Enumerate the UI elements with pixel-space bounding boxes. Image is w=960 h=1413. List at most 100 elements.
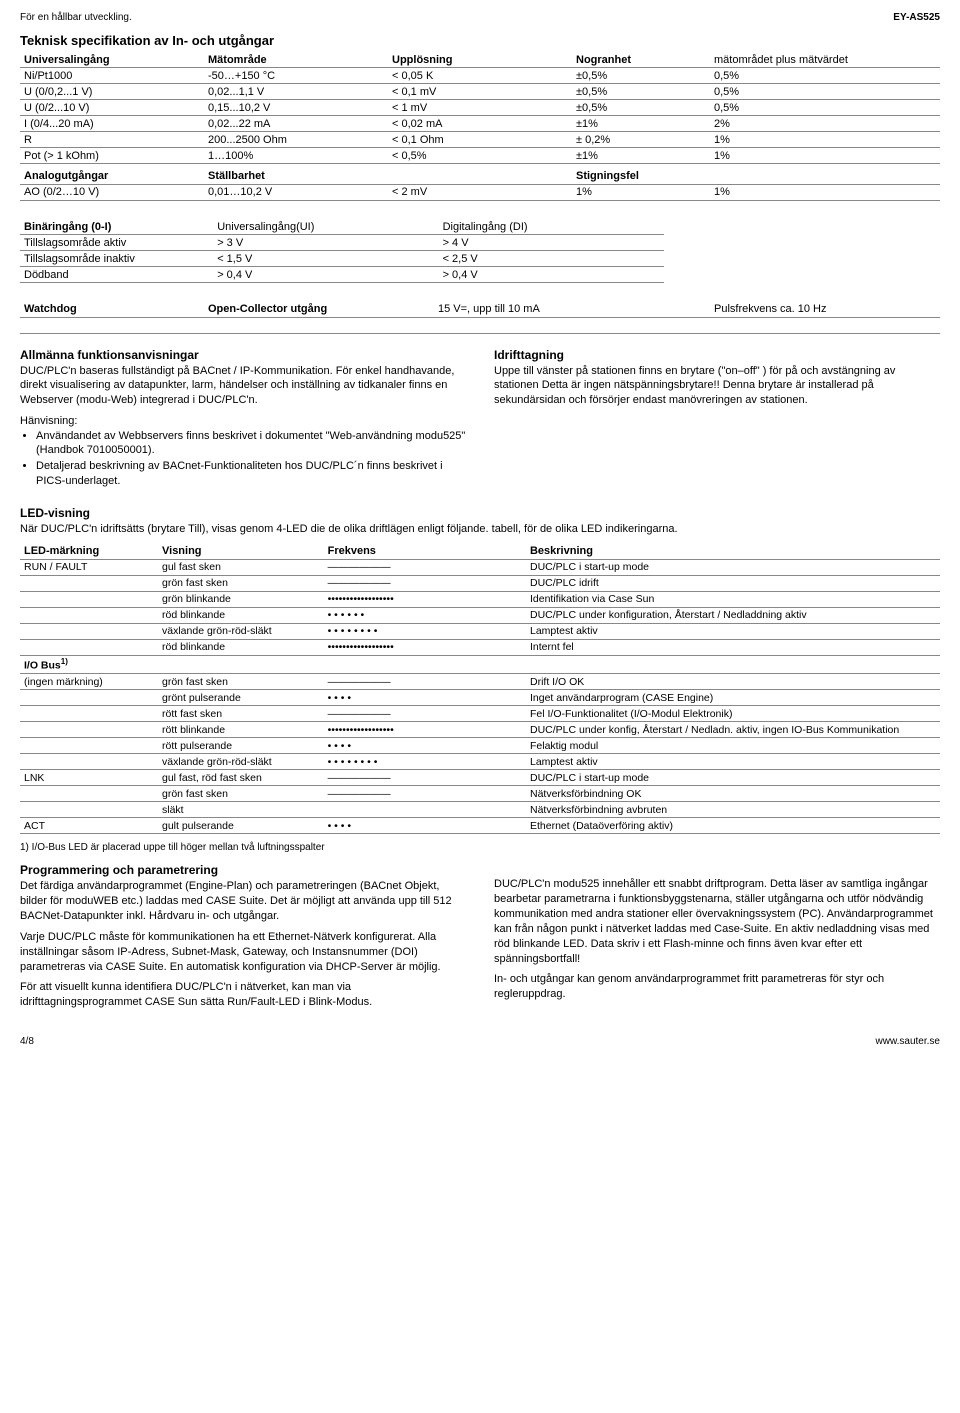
cell: grön fast sken xyxy=(158,786,324,802)
cell: grön blinkande xyxy=(158,591,324,607)
cell: • • • • • • • • xyxy=(324,754,526,770)
cell: DUC/PLC i start-up mode xyxy=(526,559,940,575)
cell: Tillslagsområde aktiv xyxy=(20,235,213,251)
cell: Felaktig modul xyxy=(526,738,940,754)
cell: 0,02...1,1 V xyxy=(204,84,388,100)
cell: • • • • xyxy=(324,818,526,834)
cell: Identifikation via Case Sun xyxy=(526,591,940,607)
cell: gult pulserande xyxy=(158,818,324,834)
led-label xyxy=(20,690,158,706)
cell: Nätverksförbindning OK xyxy=(526,786,940,802)
hdr-nogranhet: Nogranhet xyxy=(572,52,710,68)
led-label xyxy=(20,575,158,591)
cell: grön fast sken xyxy=(158,674,324,690)
hdr-ui: Universalingång(UI) xyxy=(213,215,438,235)
hdr-di: Digitalingång (DI) xyxy=(439,215,664,235)
cell: U (0/0,2...1 V) xyxy=(20,84,204,100)
para-led-intro: När DUC/PLC'n idriftsätts (brytare Till)… xyxy=(20,522,940,537)
para: Varje DUC/PLC måste för kommunikationen … xyxy=(20,930,466,975)
page-header: För en hållbar utveckling. EY-AS525 xyxy=(20,12,940,23)
hdr-watchdog: Watchdog xyxy=(20,297,204,317)
cell: —————— xyxy=(324,706,526,722)
cell: 0,15...10,2 V xyxy=(204,100,388,116)
cell: 2% xyxy=(710,116,940,132)
cell: DUC/PLC under konfiguration, Återstart /… xyxy=(526,607,940,623)
cell: ±1% xyxy=(572,116,710,132)
cell xyxy=(324,802,526,818)
cell: ± 0,2% xyxy=(572,132,710,148)
cell: Internt fel xyxy=(526,639,940,655)
led-label xyxy=(20,639,158,655)
cell: U (0/2...10 V) xyxy=(20,100,204,116)
bullet: Detaljerad beskrivning av BACnet-Funktio… xyxy=(36,459,466,488)
cell: 0,02...22 mA xyxy=(204,116,388,132)
led-label: (ingen märkning) xyxy=(20,674,158,690)
hdr-frekvens: Frekvens xyxy=(324,543,526,560)
cell: > 4 V xyxy=(439,235,664,251)
cell: rött blinkande xyxy=(158,722,324,738)
cell: • • • • • • • • xyxy=(324,623,526,639)
cell: växlande grön-röd-släkt xyxy=(158,623,324,639)
cell: DUC/PLC i start-up mode xyxy=(526,770,940,786)
led-label xyxy=(20,722,158,738)
led-group-iobus: I/O Bus1) xyxy=(20,655,940,674)
cell: R xyxy=(20,132,204,148)
para: Uppe till vänster på stationen finns en … xyxy=(494,364,940,409)
cell: Lamptest aktiv xyxy=(526,754,940,770)
cell: •••••••••••••••••• xyxy=(324,591,526,607)
cell: 0,5% xyxy=(710,84,940,100)
para: In- och utgångar kan genom användarprogr… xyxy=(494,972,940,1002)
cell: gul fast, röd fast sken xyxy=(158,770,324,786)
cell: 15 V=, upp till 10 mA xyxy=(434,297,710,317)
cell: < 2 mV xyxy=(388,184,572,200)
footer-url: www.sauter.se xyxy=(876,1036,940,1047)
cell: —————— xyxy=(324,770,526,786)
para: DUC/PLC'n baseras fullständigt på BACnet… xyxy=(20,364,466,409)
cell: • • • • • • xyxy=(324,607,526,623)
cell: —————— xyxy=(324,575,526,591)
cell: —————— xyxy=(324,559,526,575)
hdr-stallbarhet: Ställbarhet xyxy=(204,164,388,185)
cell: • • • • xyxy=(324,738,526,754)
para: För att visuellt kunna identifiera DUC/P… xyxy=(20,980,466,1010)
hdr-beskrivning: Beskrivning xyxy=(526,543,940,560)
cell: rött fast sken xyxy=(158,706,324,722)
cell: Pulsfrekvens ca. 10 Hz xyxy=(710,297,940,317)
cell: Nätverksförbindning avbruten xyxy=(526,802,940,818)
cell: AO (0/2…10 V) xyxy=(20,184,204,200)
led-label xyxy=(20,754,158,770)
cell: ±0,5% xyxy=(572,84,710,100)
spec-table-binary: Binäringång (0-I) Universalingång(UI) Di… xyxy=(20,215,664,284)
cell: Tillslagsområde inaktiv xyxy=(20,251,213,267)
cell: 1% xyxy=(572,184,710,200)
cell: 0,5% xyxy=(710,100,940,116)
spec-table-watchdog: Watchdog Open-Collector utgång 15 V=, up… xyxy=(20,297,940,334)
hdr-matvardet: mätområdet plus mätvärdet xyxy=(710,52,940,68)
hdr-opencollector: Open-Collector utgång xyxy=(204,297,434,317)
cell: < 0,1 Ohm xyxy=(388,132,572,148)
cell: < 0,02 mA xyxy=(388,116,572,132)
page-number: 4/8 xyxy=(20,1036,34,1047)
led-label xyxy=(20,607,158,623)
cell: Inget användarprogram (CASE Engine) xyxy=(526,690,940,706)
bullet: Användandet av Webbservers finns beskriv… xyxy=(36,429,466,458)
led-label: LNK xyxy=(20,770,158,786)
tagline: För en hållbar utveckling. xyxy=(20,12,132,23)
section-title-spec: Teknisk specifikation av In- och utgånga… xyxy=(20,33,940,48)
hdr-stigningsfel: Stigningsfel xyxy=(572,164,710,185)
title-led: LED-visning xyxy=(20,506,940,520)
cell: DUC/PLC under konfig, Återstart / Nedlad… xyxy=(526,722,940,738)
hdr-analogutgangar: Analogutgångar xyxy=(20,164,204,185)
cell: 200...2500 Ohm xyxy=(204,132,388,148)
cell: röd blinkande xyxy=(158,607,324,623)
hdr-matomrade: Mätområde xyxy=(204,52,388,68)
cell: växlande grön-röd-släkt xyxy=(158,754,324,770)
cell: 1…100% xyxy=(204,148,388,164)
cell: Ni/Pt1000 xyxy=(20,68,204,84)
led-label xyxy=(20,623,158,639)
cell: < 2,5 V xyxy=(439,251,664,267)
cell: > 0,4 V xyxy=(439,267,664,283)
led-label xyxy=(20,706,158,722)
cell: Lamptest aktiv xyxy=(526,623,940,639)
led-table: LED-märkning Visning Frekvens Beskrivnin… xyxy=(20,543,940,835)
